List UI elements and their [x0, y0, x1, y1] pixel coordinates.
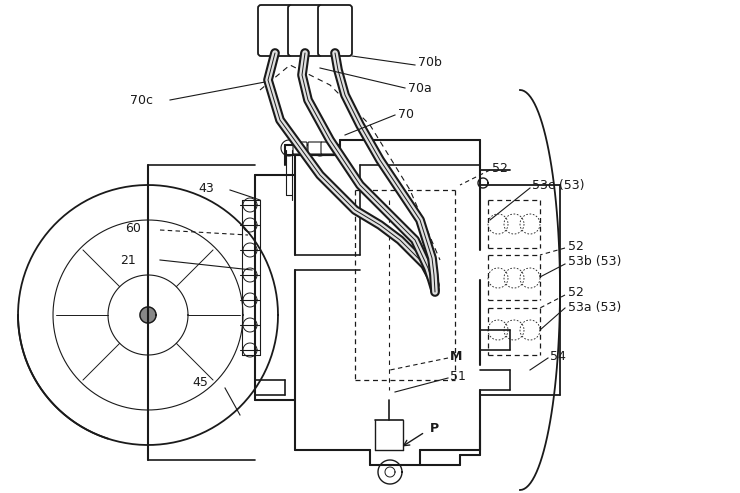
Text: 70c: 70c: [130, 94, 153, 106]
Polygon shape: [140, 307, 156, 323]
Text: 51: 51: [450, 369, 466, 383]
Text: 52: 52: [568, 240, 584, 252]
FancyBboxPatch shape: [258, 5, 292, 56]
Text: P: P: [430, 422, 439, 434]
Text: 70: 70: [398, 108, 414, 121]
Text: 43: 43: [198, 181, 214, 195]
Text: M: M: [450, 350, 462, 362]
Polygon shape: [266, 19, 284, 37]
Text: 52: 52: [492, 162, 508, 175]
Text: 54: 54: [550, 350, 566, 362]
Text: 53c (53): 53c (53): [532, 179, 585, 192]
Text: 53b (53): 53b (53): [568, 255, 622, 269]
Text: 53a (53): 53a (53): [568, 302, 622, 315]
FancyBboxPatch shape: [293, 142, 307, 154]
Polygon shape: [271, 24, 279, 32]
Polygon shape: [296, 19, 314, 37]
Text: 60: 60: [125, 221, 141, 235]
Polygon shape: [331, 24, 339, 32]
Text: 52: 52: [568, 286, 584, 300]
Text: 45: 45: [192, 376, 208, 388]
Text: 70b: 70b: [418, 57, 442, 70]
FancyBboxPatch shape: [318, 5, 352, 56]
FancyBboxPatch shape: [288, 5, 322, 56]
Polygon shape: [281, 140, 297, 156]
Polygon shape: [326, 19, 344, 37]
Text: 21: 21: [120, 253, 135, 267]
Text: 70a: 70a: [408, 81, 431, 95]
FancyBboxPatch shape: [321, 142, 335, 154]
Polygon shape: [301, 24, 309, 32]
FancyBboxPatch shape: [308, 142, 322, 154]
